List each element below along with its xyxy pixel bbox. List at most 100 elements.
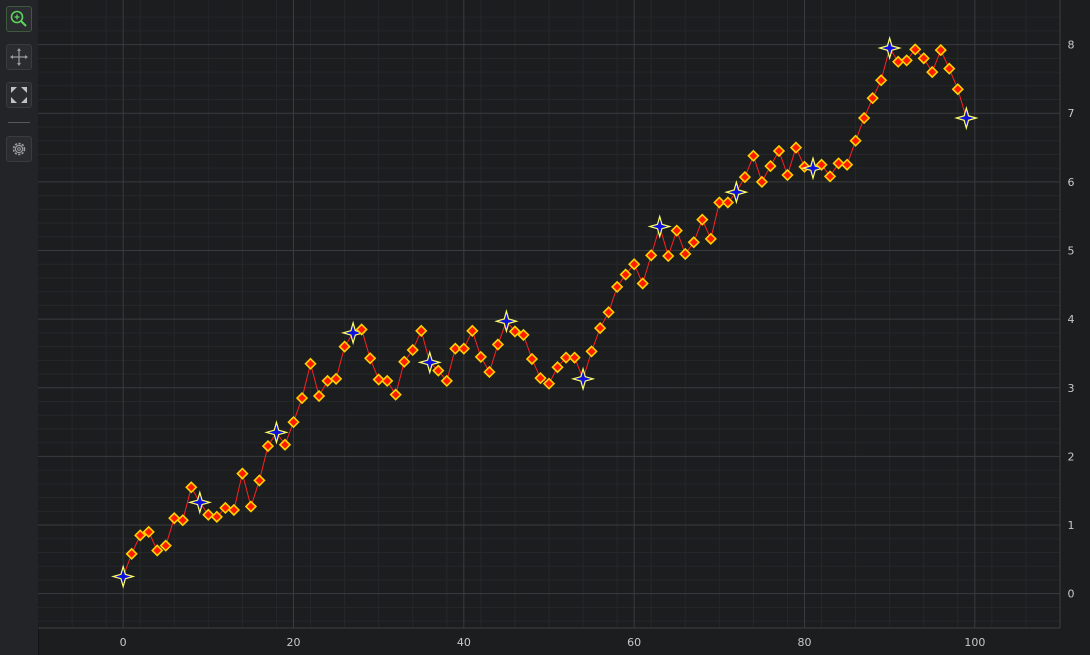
data-point	[202, 508, 215, 521]
data-point	[278, 438, 292, 451]
data-point	[304, 357, 317, 370]
data-point	[943, 62, 956, 75]
data-point	[662, 249, 675, 263]
data-point	[142, 525, 155, 539]
data-point	[559, 351, 573, 364]
data-point	[645, 249, 658, 262]
data-point	[840, 158, 854, 171]
zoom-extents-icon	[11, 87, 27, 103]
data-point	[457, 342, 470, 355]
minor-gridlines	[38, 0, 1061, 628]
data-point	[636, 277, 649, 290]
data-point	[593, 321, 607, 335]
data-point	[866, 92, 879, 105]
data-point-star	[264, 420, 289, 445]
data-point	[253, 474, 266, 487]
data-point	[696, 213, 709, 226]
data-point-star	[494, 308, 519, 334]
data-point	[508, 325, 522, 338]
data-point	[670, 224, 683, 237]
data-point	[525, 352, 539, 366]
data-point	[151, 544, 164, 557]
toolbar-divider	[8, 122, 30, 123]
data-point	[619, 268, 632, 281]
data-point	[900, 54, 913, 67]
data-point	[602, 306, 615, 319]
data-point	[917, 52, 930, 65]
zoom-extents-button[interactable]	[6, 82, 32, 108]
data-point-star	[570, 366, 596, 392]
axis-tick-labels: 0 20 40 60 80 100 0 1 2 3 4 5 6 7 8	[120, 39, 1075, 649]
data-point	[466, 324, 479, 337]
x-tick-label: 20	[287, 636, 301, 649]
data-point	[287, 415, 300, 429]
pan-arrows-icon	[10, 48, 28, 66]
y-tick-label: 8	[1068, 39, 1075, 52]
data-point	[398, 355, 411, 368]
data-point	[168, 512, 181, 525]
data-point-star	[647, 214, 672, 239]
data-point	[159, 539, 172, 552]
data-point	[755, 175, 769, 189]
data-point	[781, 168, 794, 182]
data-point	[176, 514, 189, 527]
data-point	[951, 83, 964, 96]
zoom-button[interactable]	[6, 6, 32, 32]
data-point	[517, 328, 530, 342]
data-point	[747, 149, 760, 162]
data-point	[611, 280, 624, 294]
data-point	[261, 439, 275, 453]
data-point	[295, 391, 309, 405]
data-point	[926, 65, 939, 79]
data-point	[381, 374, 394, 388]
data-point	[679, 247, 692, 261]
x-tick-label: 60	[627, 636, 641, 649]
data-point	[415, 324, 428, 337]
data-point	[764, 159, 777, 173]
y-tick-label: 0	[1068, 588, 1075, 601]
data-point	[849, 134, 862, 147]
pan-button[interactable]	[6, 44, 32, 70]
data-point	[355, 323, 368, 336]
data-point-star	[877, 35, 902, 61]
data-point	[244, 500, 258, 513]
data-point	[483, 365, 496, 379]
y-tick-label: 2	[1068, 450, 1075, 463]
data-point	[934, 43, 947, 57]
data-point	[909, 43, 922, 56]
x-tick-label: 80	[798, 636, 812, 649]
data-point	[568, 351, 581, 364]
data-point	[185, 481, 198, 494]
x-tick-label: 100	[964, 636, 985, 649]
x-tick-label: 0	[120, 636, 127, 649]
data-point-star	[110, 564, 136, 589]
chart-area[interactable]: 0 20 40 60 80 100 0 1 2 3 4 5 6 7 8	[38, 0, 1090, 655]
data-point	[236, 467, 249, 480]
y-tick-label: 4	[1068, 313, 1075, 326]
chart-toolbar	[0, 0, 39, 655]
data-point	[585, 345, 598, 358]
y-tick-label: 6	[1068, 176, 1075, 189]
y-tick-label: 5	[1068, 245, 1075, 258]
zoom-in-icon	[10, 10, 27, 27]
y-tick-label: 3	[1068, 382, 1075, 395]
data-point	[440, 374, 453, 388]
data-point	[491, 338, 505, 351]
data-markers	[110, 35, 979, 589]
data-point	[687, 236, 700, 249]
data-point	[815, 158, 828, 171]
data-point	[542, 377, 556, 390]
data-point	[432, 364, 445, 377]
series-line	[122, 47, 967, 577]
data-point-star	[417, 350, 442, 375]
data-point	[210, 510, 223, 523]
data-point	[738, 170, 752, 184]
data-point	[406, 343, 419, 357]
data-point	[832, 157, 845, 170]
settings-button[interactable]	[6, 136, 32, 162]
data-point	[857, 111, 871, 125]
x-tick-label: 40	[457, 636, 471, 649]
data-point	[789, 141, 803, 154]
data-point	[534, 372, 547, 385]
